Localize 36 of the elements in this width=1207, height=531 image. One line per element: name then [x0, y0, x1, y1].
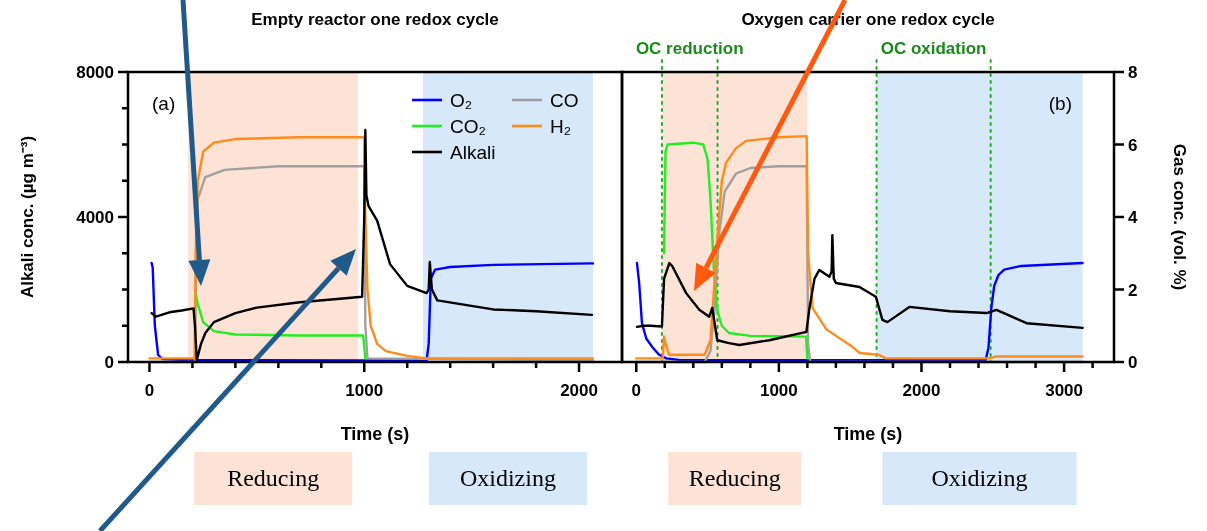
- line-series: [662, 141, 809, 360]
- y-axis-title: Alkali conc. (µg m⁻³): [18, 135, 37, 299]
- x-tick-label: 3000: [1045, 381, 1083, 400]
- text: Reducing: [227, 465, 320, 491]
- legend-label: CO: [550, 90, 579, 111]
- x-tick-label: 1000: [345, 381, 384, 400]
- annotation: OC reduction: [635, 39, 744, 58]
- y2-axis-title: Gas conc. (vol. %): [1170, 143, 1189, 291]
- annotation: (b): [1048, 93, 1072, 114]
- y2-tick-label: 8: [1128, 63, 1138, 82]
- x-tick-label: 0: [144, 381, 155, 400]
- legend-label: H₂: [550, 116, 572, 137]
- x-axis-title: Time (s): [833, 424, 903, 444]
- legend-label: O₂: [450, 90, 473, 111]
- x-axis-title: Time (s): [340, 424, 410, 444]
- line-series: [635, 261, 1084, 362]
- text: Oxidizing: [459, 465, 556, 491]
- x-tick-label: 2000: [560, 381, 598, 400]
- y-tick-label: 8000: [76, 63, 114, 82]
- y-tick-label: 0: [104, 353, 114, 372]
- annotation: OC oxidation: [880, 39, 987, 58]
- y2-tick-label: 0: [1128, 353, 1138, 372]
- annotation: (a): [152, 93, 176, 114]
- x-tick-label: 0: [631, 381, 641, 400]
- legend-label: Alkali: [450, 142, 496, 163]
- line-series: [635, 134, 1084, 360]
- text: Reducing: [688, 465, 781, 491]
- x-tick-label: 1000: [759, 381, 798, 400]
- y2-tick-label: 6: [1128, 135, 1138, 155]
- y-tick-label: 4000: [76, 208, 114, 227]
- y2-tick-label: 2: [1128, 280, 1138, 300]
- x-tick-label: 2000: [902, 381, 941, 400]
- chart-title: Empty reactor one redox cycle: [251, 10, 499, 29]
- y2-tick-label: 4: [1128, 208, 1138, 227]
- legend-label: CO₂: [450, 116, 486, 137]
- text: Oxidizing: [931, 465, 1028, 491]
